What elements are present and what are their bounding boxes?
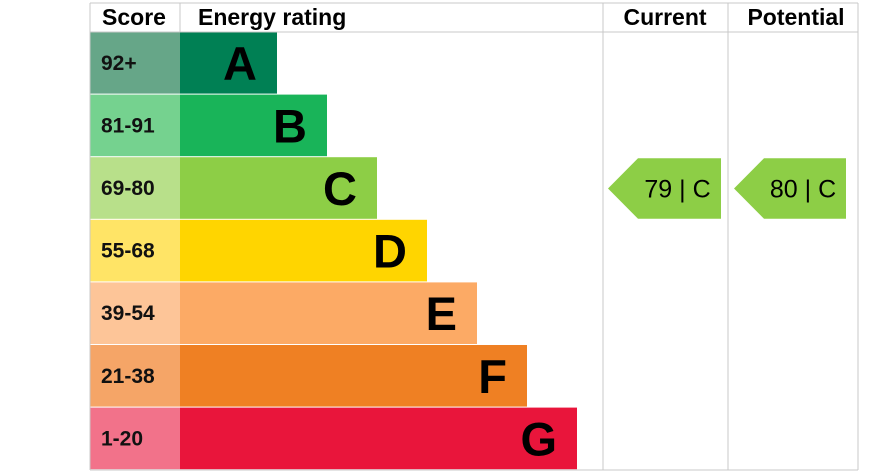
- band-bar: [180, 282, 477, 344]
- potential-rating-label: 80 | C: [770, 176, 836, 204]
- band-letter: A: [223, 37, 257, 90]
- score-cell: [90, 94, 180, 157]
- band-letter: G: [520, 412, 557, 465]
- band-row-c: 69-80 C: [90, 157, 377, 219]
- band-bar: [180, 157, 377, 219]
- score-range-label: 81-91: [101, 114, 155, 137]
- score-range-label: 39-54: [101, 302, 155, 325]
- band-bar: [180, 94, 327, 157]
- score-cell: [90, 345, 180, 407]
- rating-indicators: 79 | C 80 | C: [608, 158, 846, 219]
- potential-rating-arrow: [734, 158, 846, 219]
- band-letter: B: [273, 99, 307, 152]
- score-range-label: 55-68: [101, 240, 155, 263]
- band-bar: [180, 219, 427, 282]
- band-bar: [180, 32, 277, 94]
- score-range-label: 21-38: [101, 365, 155, 388]
- current-rating-arrow: [608, 158, 721, 219]
- score-cell: [90, 282, 180, 344]
- current-rating-label: 79 | C: [644, 176, 710, 204]
- band-row-g: 1-20 G: [90, 407, 577, 470]
- score-range-label: 1-20: [101, 427, 143, 450]
- header-score: Score: [102, 4, 166, 30]
- rating-bands: 92+ A 81-91 B 69-80 C 55-68 D 39-54 E 21-38 F 1-20 G: [90, 32, 577, 470]
- band-bar: [180, 345, 527, 407]
- score-cell: [90, 219, 180, 282]
- band-row-d: 55-68 D: [90, 219, 427, 282]
- score-cell: [90, 157, 180, 219]
- band-row-f: 21-38 F: [90, 345, 527, 407]
- header-row: Score Energy rating Current Potential: [102, 4, 845, 30]
- band-letter: E: [426, 287, 457, 340]
- header-potential: Potential: [747, 4, 844, 30]
- band-letter: C: [323, 162, 357, 215]
- table-grid: [89, 2, 859, 471]
- band-row-e: 39-54 E: [90, 282, 477, 344]
- header-energy-rating: Energy rating: [198, 4, 346, 30]
- score-cell: [90, 407, 180, 470]
- potential-rating: 80 | C: [734, 158, 846, 219]
- current-rating: 79 | C: [608, 158, 721, 219]
- band-row-b: 81-91 B: [90, 94, 327, 157]
- band-letter: F: [478, 350, 507, 403]
- band-bar: [180, 407, 577, 470]
- header-current: Current: [623, 4, 706, 30]
- band-letter: D: [373, 225, 407, 278]
- band-row-a: 92+ A: [90, 32, 277, 94]
- score-range-label: 69-80: [101, 177, 155, 200]
- score-range-label: 92+: [101, 52, 137, 75]
- score-cell: [90, 32, 180, 94]
